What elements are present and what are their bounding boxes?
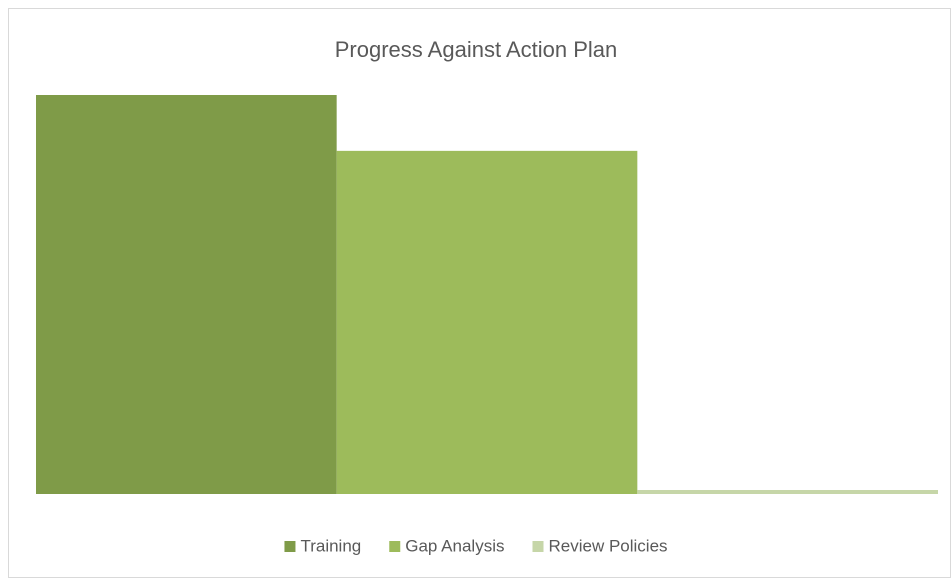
legend-label: Review Policies xyxy=(548,536,667,555)
bar xyxy=(36,95,337,494)
bar xyxy=(336,150,638,495)
bar xyxy=(637,490,938,494)
legend-swatch xyxy=(284,541,296,552)
legend-swatch xyxy=(389,541,401,552)
legend-swatch xyxy=(532,541,544,552)
legend-label: Gap Analysis xyxy=(405,536,504,555)
chart-title: Progress Against Action Plan xyxy=(335,37,618,62)
legend-label: Training xyxy=(300,536,361,555)
